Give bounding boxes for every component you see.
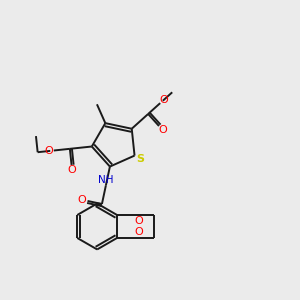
Text: S: S	[136, 154, 144, 164]
Text: NH: NH	[98, 175, 114, 185]
Text: O: O	[68, 165, 76, 175]
Text: O: O	[134, 227, 143, 237]
Text: O: O	[44, 146, 53, 156]
Text: O: O	[77, 195, 86, 205]
Text: O: O	[134, 216, 143, 226]
Text: O: O	[160, 94, 169, 105]
Text: O: O	[158, 125, 167, 135]
